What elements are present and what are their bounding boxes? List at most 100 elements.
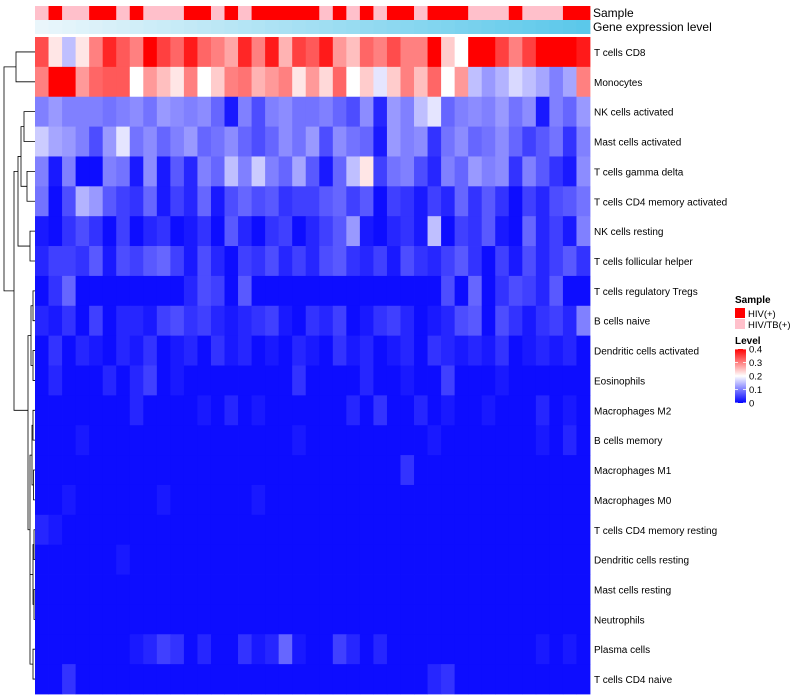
heatmap-cell bbox=[508, 275, 523, 307]
heatmap-cell bbox=[197, 455, 212, 486]
heatmap-cell bbox=[48, 395, 63, 426]
heatmap-cell bbox=[129, 514, 144, 546]
heatmap-cell bbox=[238, 96, 252, 127]
sample-annotation-cell bbox=[48, 6, 63, 20]
heatmap-cell bbox=[495, 216, 510, 247]
heatmap-cell bbox=[278, 305, 293, 337]
heatmap-cell bbox=[495, 634, 510, 665]
heatmap-cell bbox=[116, 365, 131, 396]
heatmap-cell bbox=[549, 156, 564, 187]
heatmap-cell bbox=[400, 395, 415, 426]
row-label: Macrophages M2 bbox=[594, 406, 672, 417]
heatmap-cell bbox=[251, 305, 266, 337]
heatmap-cell bbox=[197, 216, 212, 247]
heatmap-cell bbox=[535, 664, 550, 695]
heatmap-cell bbox=[468, 305, 483, 337]
heatmap-cell bbox=[102, 604, 117, 635]
heatmap-cell bbox=[576, 484, 591, 516]
heatmap-cell bbox=[143, 574, 158, 605]
heatmap-cell bbox=[495, 275, 510, 307]
heatmap-cell bbox=[359, 126, 374, 157]
heatmap-cell bbox=[156, 186, 171, 217]
heatmap-cell bbox=[427, 246, 442, 277]
heatmap-cell bbox=[89, 604, 104, 635]
heatmap-cell bbox=[102, 365, 117, 396]
heatmap-cell bbox=[441, 335, 456, 366]
heatmap-cell bbox=[522, 574, 537, 605]
heatmap-cell bbox=[373, 365, 388, 396]
heatmap-cell bbox=[292, 574, 307, 605]
heatmap-cell bbox=[224, 365, 239, 396]
expression-annotation-cell bbox=[238, 20, 252, 34]
heatmap-cell bbox=[156, 664, 171, 695]
heatmap-cell bbox=[373, 574, 388, 605]
heatmap-cell bbox=[535, 37, 550, 68]
heatmap-cell bbox=[427, 455, 442, 486]
row-label: T cells regulatory Tregs bbox=[594, 287, 698, 298]
heatmap-cell bbox=[386, 425, 401, 456]
heatmap-cell bbox=[454, 156, 469, 187]
sample-annotation-cell bbox=[183, 6, 198, 20]
heatmap-cell bbox=[468, 604, 483, 635]
heatmap-cell bbox=[346, 96, 361, 127]
heatmap-cell bbox=[454, 425, 469, 456]
heatmap-cell bbox=[170, 305, 185, 337]
heatmap-cell bbox=[116, 126, 131, 157]
heatmap-cell bbox=[549, 186, 564, 217]
expression-annotation-cell bbox=[265, 20, 280, 34]
heatmap-cell bbox=[400, 156, 415, 187]
heatmap-cell bbox=[495, 186, 510, 217]
expression-annotation-cell bbox=[522, 20, 537, 34]
heatmap-cell bbox=[359, 66, 374, 98]
heatmap-cell bbox=[183, 514, 198, 546]
heatmap-cell bbox=[468, 544, 483, 575]
heatmap-cell bbox=[116, 216, 131, 247]
heatmap-cell bbox=[48, 634, 63, 665]
heatmap-cell bbox=[386, 66, 401, 98]
heatmap-cell bbox=[305, 96, 320, 127]
heatmap-cell bbox=[183, 66, 198, 98]
sample-annotation-cell bbox=[481, 6, 496, 20]
heatmap-cell bbox=[495, 574, 510, 605]
heatmap-cell bbox=[508, 66, 523, 98]
sample-annotation-cell bbox=[346, 6, 361, 20]
heatmap-cell bbox=[292, 126, 307, 157]
heatmap-cell bbox=[35, 156, 49, 187]
heatmap-cell bbox=[522, 484, 537, 516]
legend-tick-label: 0.2 bbox=[749, 372, 762, 383]
heatmap-cell bbox=[197, 246, 212, 277]
heatmap-cell bbox=[265, 246, 280, 277]
heatmap-cell bbox=[62, 574, 77, 605]
expression-annotation-cell bbox=[373, 20, 388, 34]
heatmap-cell bbox=[89, 126, 104, 157]
heatmap-cell bbox=[522, 126, 537, 157]
heatmap-cell bbox=[441, 156, 456, 187]
heatmap-cell bbox=[495, 484, 510, 516]
heatmap-cell bbox=[224, 246, 239, 277]
heatmap-cell bbox=[35, 514, 49, 546]
heatmap-cell bbox=[265, 335, 280, 366]
heatmap-cell bbox=[102, 37, 117, 68]
heatmap-cell bbox=[427, 365, 442, 396]
sample-annotation-cell bbox=[278, 6, 293, 20]
heatmap-cell bbox=[265, 66, 280, 98]
heatmap-cell bbox=[508, 455, 523, 486]
dendrogram-branch bbox=[32, 350, 35, 381]
heatmap-cell bbox=[576, 425, 591, 456]
heatmap-cell bbox=[102, 455, 117, 486]
heatmap-cell bbox=[35, 126, 49, 157]
heatmap-cell bbox=[183, 574, 198, 605]
heatmap-cell bbox=[305, 186, 320, 217]
heatmap-cell bbox=[562, 484, 577, 516]
heatmap-cell bbox=[170, 156, 185, 187]
heatmap-cell bbox=[562, 425, 577, 456]
heatmap-cell bbox=[535, 425, 550, 456]
expression-annotation-cell bbox=[143, 20, 158, 34]
heatmap-cell bbox=[251, 216, 266, 247]
heatmap-cell bbox=[346, 37, 361, 68]
heatmap-cell bbox=[251, 126, 266, 157]
sample-annotation-cell bbox=[495, 6, 510, 20]
heatmap-cell bbox=[400, 37, 415, 68]
heatmap-cell bbox=[481, 484, 496, 516]
heatmap-cell bbox=[143, 514, 158, 546]
